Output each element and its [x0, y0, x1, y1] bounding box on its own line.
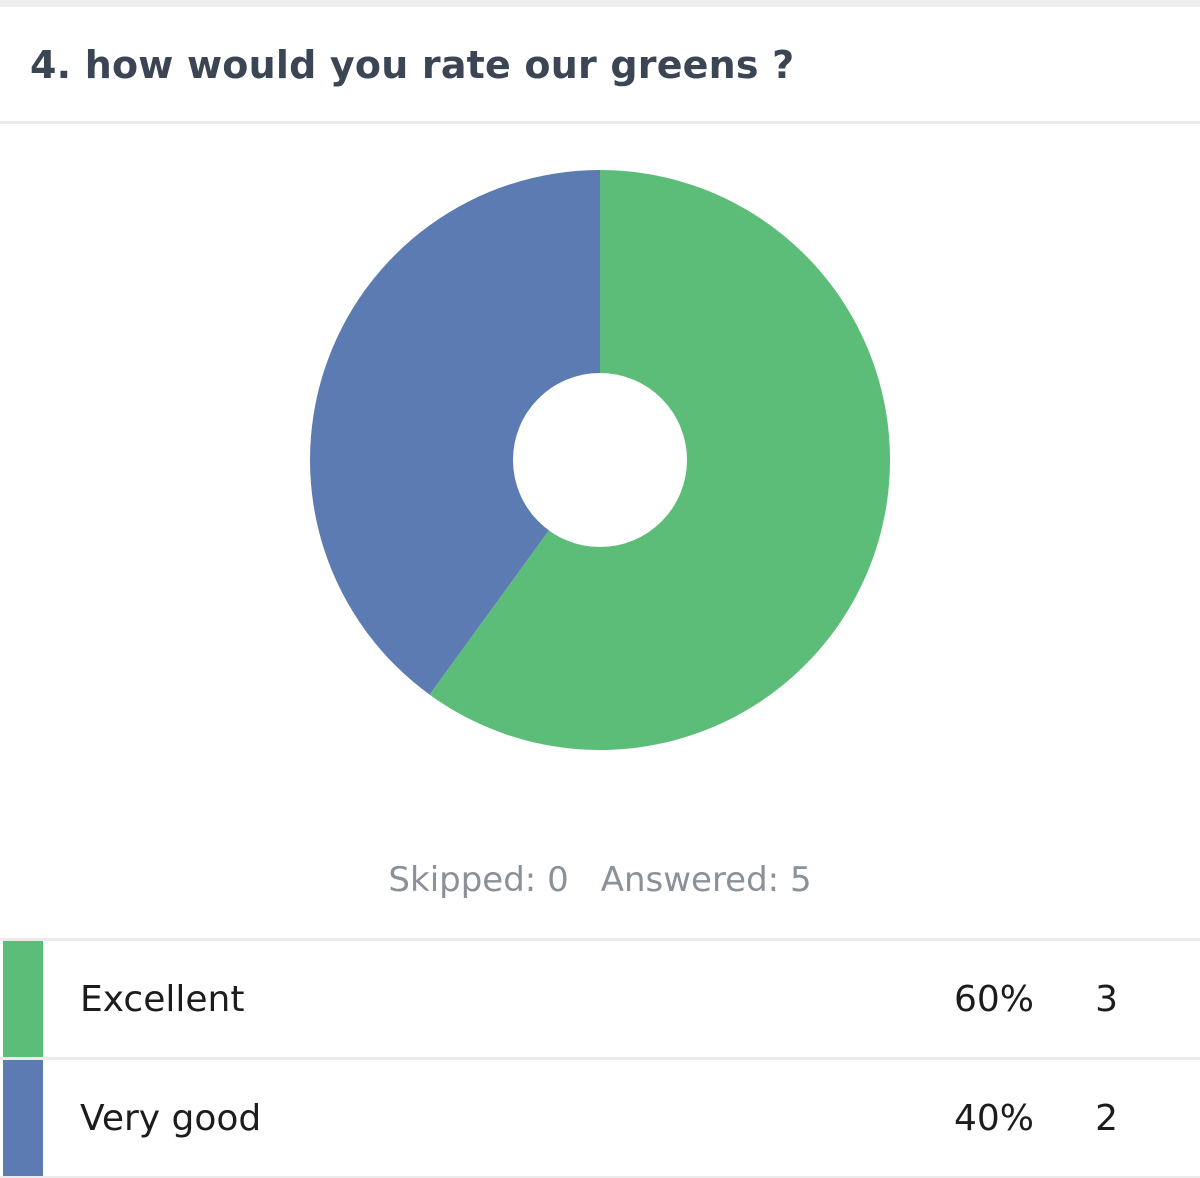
- row-label: Very good: [80, 1098, 262, 1139]
- answered-count: Answered: 5: [600, 860, 812, 900]
- top-divider: [0, 0, 1200, 7]
- question-title: 4. how would you rate our greens ?: [30, 43, 795, 87]
- row-percent: 40%: [953, 1098, 1034, 1139]
- donut-chart: [0, 124, 1200, 824]
- table-row: Very good 40% 2: [0, 1060, 1200, 1178]
- row-count: 2: [1095, 1098, 1118, 1139]
- legend-swatch: [3, 1060, 43, 1176]
- results-table: Excellent 60% 3 Very good 40% 2: [0, 938, 1200, 1178]
- donut-hole: [513, 373, 687, 547]
- slice-very-good: [310, 170, 600, 695]
- skipped-count: Skipped: 0: [388, 860, 569, 900]
- donut-chart-svg: [310, 170, 890, 751]
- legend-swatch: [3, 941, 43, 1057]
- response-summary: Skipped: 0 Answered: 5: [0, 860, 1200, 900]
- row-percent: 60%: [953, 979, 1034, 1020]
- row-label: Excellent: [80, 979, 245, 1020]
- question-header: 4. how would you rate our greens ?: [0, 7, 1200, 124]
- row-count: 3: [1095, 979, 1118, 1020]
- table-row: Excellent 60% 3: [0, 941, 1200, 1060]
